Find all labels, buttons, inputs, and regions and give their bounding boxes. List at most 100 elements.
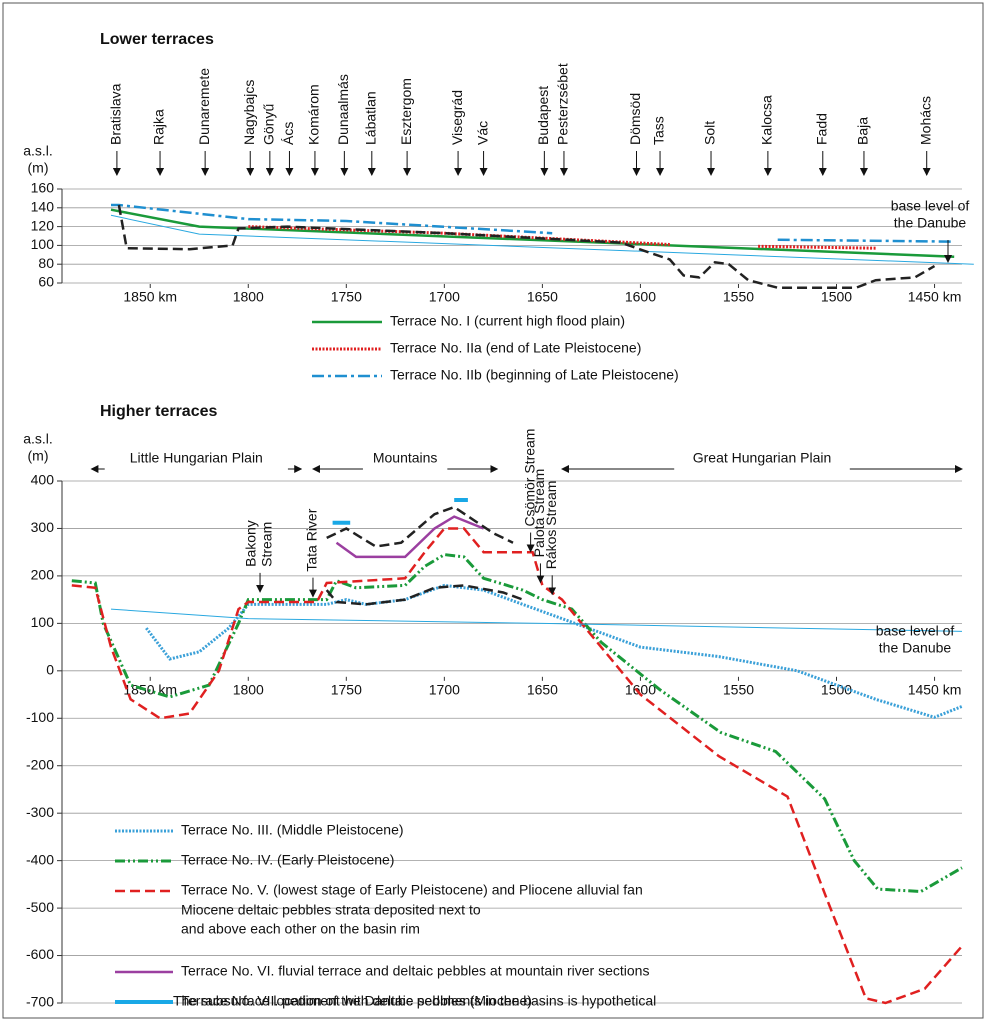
x-tick-label: 1750 xyxy=(331,289,362,305)
chart-title: Higher terraces xyxy=(100,403,217,420)
place-label: Solt xyxy=(702,121,718,145)
place-label: Gönyű xyxy=(261,104,277,145)
y-tick-label: 300 xyxy=(31,519,55,535)
stream-label: Rákos Stream xyxy=(543,481,559,570)
base-level-label: base level of xyxy=(876,623,955,639)
region-label-bg xyxy=(674,459,850,479)
x-tick-label: 1550 xyxy=(723,289,754,305)
place-label: Dunaalmás xyxy=(335,74,351,145)
legend-label: Terrace No. III. (Middle Pleistocene) xyxy=(181,822,404,838)
x-tick-label: 1650 xyxy=(527,682,558,698)
place-label: Pesterzsébet xyxy=(555,63,571,145)
stream-label: Stream xyxy=(259,522,275,567)
x-tick-label: 1550 xyxy=(723,682,754,698)
legend-label: Terrace No. IV. (Early Pleistocene) xyxy=(181,852,394,868)
x-tick-label: 1450 km xyxy=(908,289,962,305)
y-tick-label: 140 xyxy=(31,199,55,215)
y-tick-label: 100 xyxy=(31,236,55,252)
base-level-label: the Danube xyxy=(879,640,952,656)
series-line xyxy=(110,214,974,265)
region-label-bg xyxy=(362,459,448,479)
y-tick-label: 100 xyxy=(31,614,55,630)
y-tick-label: 60 xyxy=(38,274,54,290)
place-label: Nagybajcs xyxy=(241,80,257,145)
place-label: Lábatlan xyxy=(363,91,379,145)
place-label: Budapest xyxy=(535,86,551,145)
series-line xyxy=(248,227,954,251)
region-label: Mountains xyxy=(373,450,438,466)
base-level-label: the Danube xyxy=(894,215,967,231)
place-label: Mohács xyxy=(917,96,933,145)
x-tick-label: 1600 xyxy=(625,289,656,305)
region-label-bg xyxy=(104,459,288,479)
y-tick-label: -100 xyxy=(26,709,54,725)
place-label: Kalocsa xyxy=(759,95,775,145)
x-tick-label: 1500 xyxy=(821,289,852,305)
series-line xyxy=(332,498,468,525)
legend-note: Miocene deltaic pebbles strata deposited… xyxy=(181,902,481,918)
place-label: Bratislava xyxy=(108,83,124,145)
series-line xyxy=(145,583,963,719)
x-tick-label: 1650 xyxy=(527,289,558,305)
x-tick-label: 1450 km xyxy=(908,682,962,698)
legend-label: Terrace No. IIb (beginning of Late Pleis… xyxy=(390,367,679,383)
legend-label: Terrace No. VII. pediment with deltaic p… xyxy=(181,993,532,1009)
series-line xyxy=(71,527,963,1005)
y-tick-label: -700 xyxy=(26,994,54,1010)
series-line xyxy=(110,608,963,632)
place-label: Vác xyxy=(474,121,490,145)
x-tick-label: 1700 xyxy=(429,682,460,698)
y-tick-label: -600 xyxy=(26,946,54,962)
stream-label: Csömör Stream xyxy=(521,429,537,527)
y-tick-label: 80 xyxy=(38,255,54,271)
base-level-label: base level of xyxy=(891,198,970,214)
legend-label: Terrace No. IIa (end of Late Pleistocene… xyxy=(390,340,641,356)
legend-note: and above each other on the basin rim xyxy=(181,921,420,937)
y-axis-label: (m) xyxy=(28,448,49,464)
y-tick-label: 400 xyxy=(31,472,55,488)
x-tick-label: 1850 km xyxy=(123,289,177,305)
x-tick-label: 1750 xyxy=(331,682,362,698)
x-tick-label: 1500 xyxy=(821,682,852,698)
place-label: Rajka xyxy=(151,109,167,145)
x-tick-label: 1800 xyxy=(233,289,264,305)
place-label: Ács xyxy=(280,122,296,145)
region-label: Little Hungarian Plain xyxy=(130,450,263,466)
region-label: Great Hungarian Plain xyxy=(693,450,832,466)
series-line xyxy=(117,204,936,289)
y-tick-label: -300 xyxy=(26,804,54,820)
legend-label: Terrace No. VI. fluvial terrace and delt… xyxy=(181,963,649,979)
series-line xyxy=(71,553,963,894)
y-axis-label: a.s.l. xyxy=(23,431,53,447)
place-label: Esztergom xyxy=(398,78,414,145)
y-tick-label: 120 xyxy=(31,217,55,233)
stream-label: Tata River xyxy=(304,508,320,571)
y-tick-label: -400 xyxy=(26,851,54,867)
y-tick-label: -200 xyxy=(26,756,54,772)
series-line xyxy=(110,208,955,258)
series-line xyxy=(325,584,524,606)
x-tick-label: 1600 xyxy=(625,682,656,698)
chart-title: Lower terraces xyxy=(100,31,214,48)
y-axis-label: a.s.l. xyxy=(23,143,53,159)
legend-label: Terrace No. V. (lowest stage of Early Pl… xyxy=(181,882,643,898)
stream-label: Palota Stream xyxy=(531,469,547,558)
footnote: The subsurface location of the Danube se… xyxy=(173,993,656,1009)
y-tick-label: 160 xyxy=(31,180,55,196)
place-label: Tass xyxy=(651,116,667,145)
y-axis-label: (m) xyxy=(28,160,49,176)
place-label: Baja xyxy=(855,117,871,145)
y-tick-label: 0 xyxy=(46,662,54,678)
series-line xyxy=(335,515,485,559)
place-label: Fadd xyxy=(813,113,829,145)
y-tick-label: -500 xyxy=(26,899,54,915)
series-line xyxy=(111,203,955,243)
stream-label: Bakony xyxy=(243,520,259,567)
x-tick-label: 1800 xyxy=(233,682,264,698)
place-label: Komárom xyxy=(306,84,322,145)
place-label: Visegrád xyxy=(449,90,465,145)
y-tick-label: 200 xyxy=(31,567,55,583)
place-label: Dömsöd xyxy=(627,93,643,145)
